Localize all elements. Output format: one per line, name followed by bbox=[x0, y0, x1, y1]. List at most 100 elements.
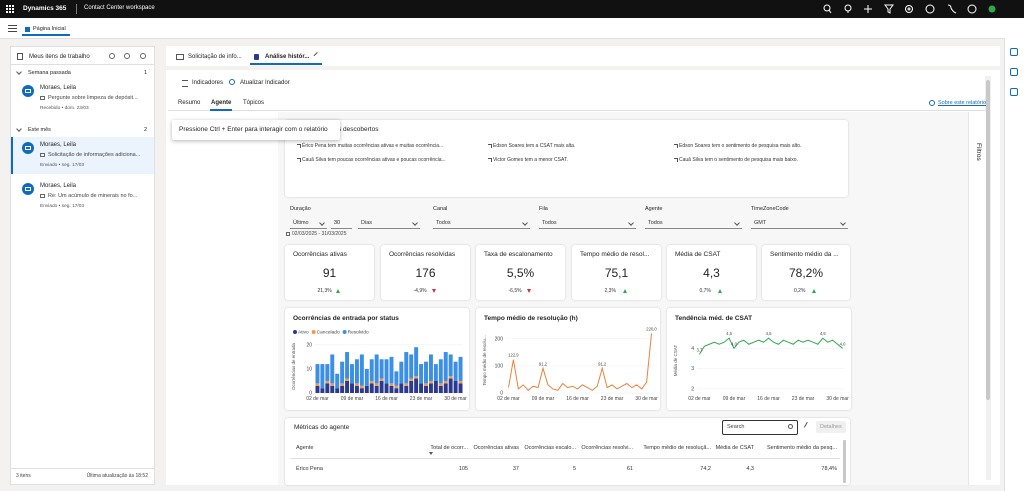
search-placeholder[interactable]: Search bbox=[727, 424, 745, 430]
data-label: 4,0 bbox=[840, 341, 846, 346]
rail-icon[interactable] bbox=[1010, 48, 1018, 56]
panel-action[interactable] bbox=[109, 53, 115, 59]
bar-segment bbox=[394, 385, 399, 389]
details-label[interactable]: Detalhes bbox=[820, 424, 842, 430]
panel-action[interactable] bbox=[124, 53, 130, 59]
insight[interactable]: Cauã Silva tem o sentimento de pesquisa … bbox=[679, 157, 798, 163]
bar-segment bbox=[419, 364, 424, 384]
report-tab[interactable]: Resumo bbox=[178, 100, 201, 106]
insight[interactable]: Cauã Silva tem poucas ocorrências ativas… bbox=[302, 157, 446, 163]
details-button[interactable] bbox=[816, 421, 846, 433]
y-axis-label: Tempo médio de resolu... bbox=[482, 335, 487, 386]
rail-icon[interactable] bbox=[1010, 68, 1018, 76]
bar-segment bbox=[448, 376, 453, 379]
bar-segment bbox=[448, 378, 453, 393]
work-item[interactable] bbox=[11, 137, 154, 174]
home-tab[interactable] bbox=[22, 23, 70, 36]
work-item[interactable] bbox=[11, 80, 154, 117]
session-tab[interactable]: Solicitação de info... bbox=[188, 54, 242, 60]
kpi-value: 4,3 bbox=[703, 266, 720, 280]
tab-icon bbox=[176, 54, 184, 60]
bar-segment bbox=[364, 385, 369, 393]
chart-card: Tempo médio de resolução (h) Tempo médio … bbox=[476, 308, 660, 410]
app-launcher[interactable] bbox=[6, 5, 14, 13]
report-tab[interactable]: Agente bbox=[211, 100, 232, 106]
menu-button[interactable] bbox=[8, 25, 17, 32]
search-box[interactable] bbox=[722, 420, 798, 435]
bar-segment bbox=[399, 383, 404, 393]
bar-segment bbox=[389, 383, 394, 386]
column-header[interactable]: Média de CSAT bbox=[715, 445, 754, 451]
insight[interactable]: Edson Soares tem a CSAT mais alta. bbox=[493, 143, 576, 149]
kpi-change: -6,5% bbox=[508, 288, 522, 294]
chevron bbox=[412, 220, 418, 226]
filter-dropdown[interactable]: Todos bbox=[539, 218, 636, 229]
bar-segment bbox=[424, 385, 428, 393]
report-tab[interactable]: Tópicos bbox=[243, 100, 265, 106]
home-tab-label: Página Inicial bbox=[33, 26, 66, 32]
x-tick-label: 02 de mar bbox=[497, 396, 520, 402]
bar-segment bbox=[345, 380, 350, 393]
duration-unit[interactable]: Dias bbox=[358, 218, 420, 229]
group-name[interactable]: Semana passada bbox=[28, 70, 71, 76]
bar-segment bbox=[359, 354, 364, 386]
work-item[interactable] bbox=[11, 178, 154, 215]
bar-segment bbox=[340, 385, 345, 393]
item-icon bbox=[40, 96, 45, 100]
column-header[interactable]: Total de ocorr... bbox=[430, 445, 468, 451]
y-tick-label: 100 bbox=[495, 363, 504, 369]
bar-segment bbox=[325, 364, 330, 381]
data-label: 4,5 bbox=[766, 331, 772, 336]
filter-dropdown[interactable]: Todos bbox=[433, 218, 530, 229]
toolbar-button[interactable]: Indicadores bbox=[192, 80, 224, 86]
bar-segment bbox=[335, 373, 340, 389]
column-header[interactable]: Ocorrências resolvi... bbox=[581, 445, 633, 451]
group-name[interactable]: Este mês bbox=[28, 127, 51, 133]
about-link[interactable]: Sobre este relatório bbox=[938, 100, 986, 106]
bar-segment bbox=[443, 383, 448, 393]
session-tab[interactable]: Análise histór... bbox=[265, 54, 310, 60]
column-header[interactable]: Tempo médio de resoluçã... bbox=[643, 445, 711, 451]
duration-mode[interactable]: Último bbox=[290, 218, 327, 229]
kpi-change: -4,9% bbox=[413, 288, 427, 294]
rail-icon[interactable] bbox=[1010, 88, 1018, 96]
search-icon bbox=[788, 424, 793, 429]
column-header[interactable]: Sentimento médio da pesq... bbox=[766, 445, 837, 451]
filters-pane-label[interactable]: Filtros bbox=[975, 143, 982, 161]
filter-dropdown[interactable]: Todos bbox=[645, 218, 742, 229]
bar-segment bbox=[384, 383, 389, 393]
bar-segment bbox=[345, 378, 350, 381]
column-header[interactable]: Ocorrências ativas bbox=[473, 445, 519, 451]
top-icons[interactable] bbox=[820, 3, 1005, 15]
bar-segment bbox=[409, 380, 414, 393]
kpi-trend bbox=[335, 289, 340, 293]
insight[interactable]: Victor Gomes tem a menor CSAT. bbox=[493, 157, 568, 163]
table-cell: 78,4% bbox=[821, 466, 837, 472]
toolbar-button[interactable]: Atualizar Indicador bbox=[240, 80, 290, 86]
kpi-trend bbox=[526, 289, 531, 293]
column-header[interactable]: Agente bbox=[296, 445, 314, 451]
table-scrollbar[interactable] bbox=[843, 440, 846, 483]
kpi-title: Média de CSAT bbox=[675, 251, 721, 258]
y-tick-label: 0 bbox=[309, 391, 312, 397]
filter-dropdown[interactable]: GMT bbox=[751, 218, 848, 229]
avatar-icon bbox=[25, 146, 31, 150]
table-cell: 4,3 bbox=[746, 466, 754, 472]
x-tick-label: 02 de mar bbox=[688, 396, 711, 402]
duration-amount[interactable]: 30 bbox=[331, 218, 352, 229]
about-icon bbox=[929, 100, 935, 106]
scrollbar-thumb[interactable] bbox=[986, 80, 990, 400]
filters-pane[interactable] bbox=[968, 112, 986, 485]
tab-underline bbox=[250, 63, 322, 65]
insight[interactable]: Érico Pena tem muitas ocorrências ativas… bbox=[302, 143, 444, 149]
bar-segment bbox=[379, 380, 384, 393]
column-header[interactable]: Ocorrências escalo... bbox=[524, 445, 576, 451]
insight[interactable]: Edson Soares tem o sentimento de pesquis… bbox=[679, 143, 802, 149]
y-tick-label: 10 bbox=[306, 366, 312, 372]
bar-segment bbox=[409, 378, 414, 381]
bar-segment bbox=[354, 383, 359, 386]
panel-action[interactable] bbox=[140, 53, 146, 59]
chart-card: Tendência méd. de CSAT Média de CSAT 2 3 4 02… bbox=[667, 308, 851, 410]
top-bar bbox=[0, 0, 1024, 18]
